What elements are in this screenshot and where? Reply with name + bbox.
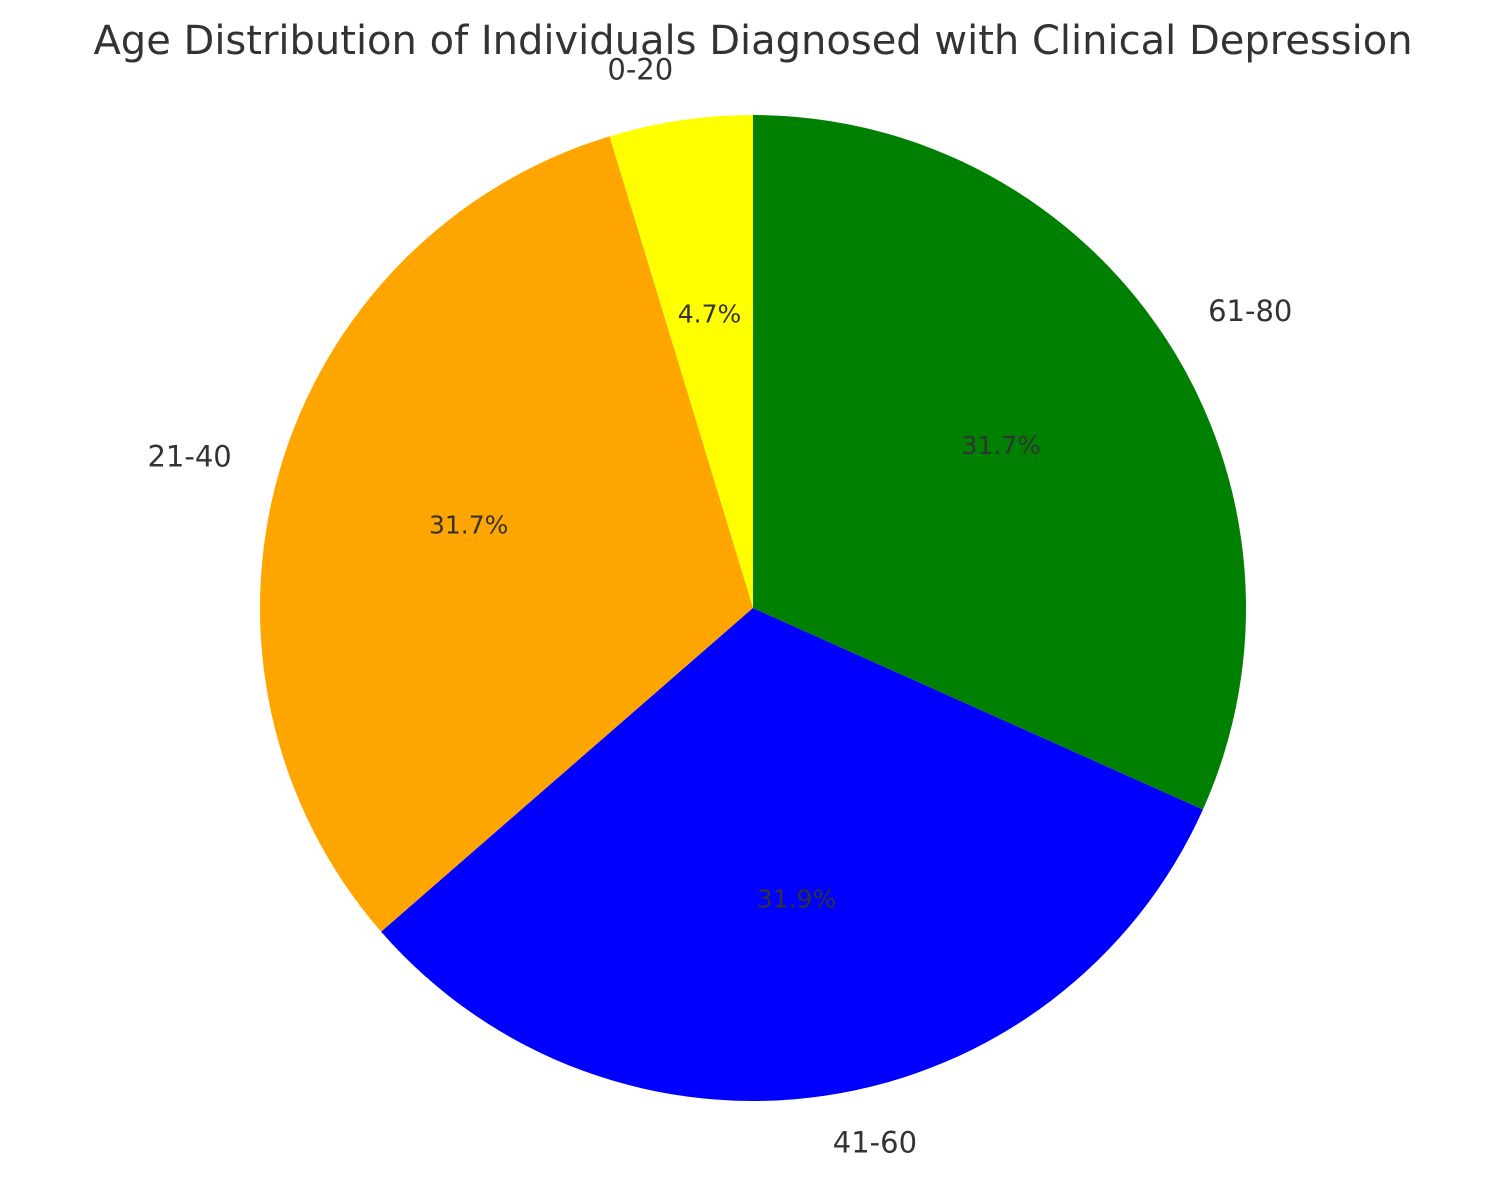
slices-layer	[259, 115, 1246, 1101]
slice-label-61-80: 61-80	[1208, 294, 1292, 328]
slice-percent-21-40: 31.7%	[429, 510, 508, 539]
slice-label-0-20: 0-20	[607, 53, 673, 87]
slice-percent-41-60: 31.9%	[757, 885, 836, 914]
pie-slice-21-40	[259, 136, 753, 932]
slice-label-21-40: 21-40	[147, 439, 231, 473]
labels-layer: 0-20 4.7% 21-40 31.7% 41-60 31.9% 61-80 31.7%	[147, 53, 1292, 1160]
slice-percent-0-20: 4.7%	[678, 299, 742, 328]
chart-title: Age Distribution of Individuals Diagnose…	[93, 18, 1412, 64]
slice-percent-61-80: 31.7%	[962, 431, 1041, 460]
pie-slice-61-80	[753, 115, 1246, 810]
pie-slice-41-60	[381, 608, 1203, 1101]
slice-label-41-60: 41-60	[833, 1125, 917, 1159]
pie-slice-0-20	[609, 115, 753, 608]
